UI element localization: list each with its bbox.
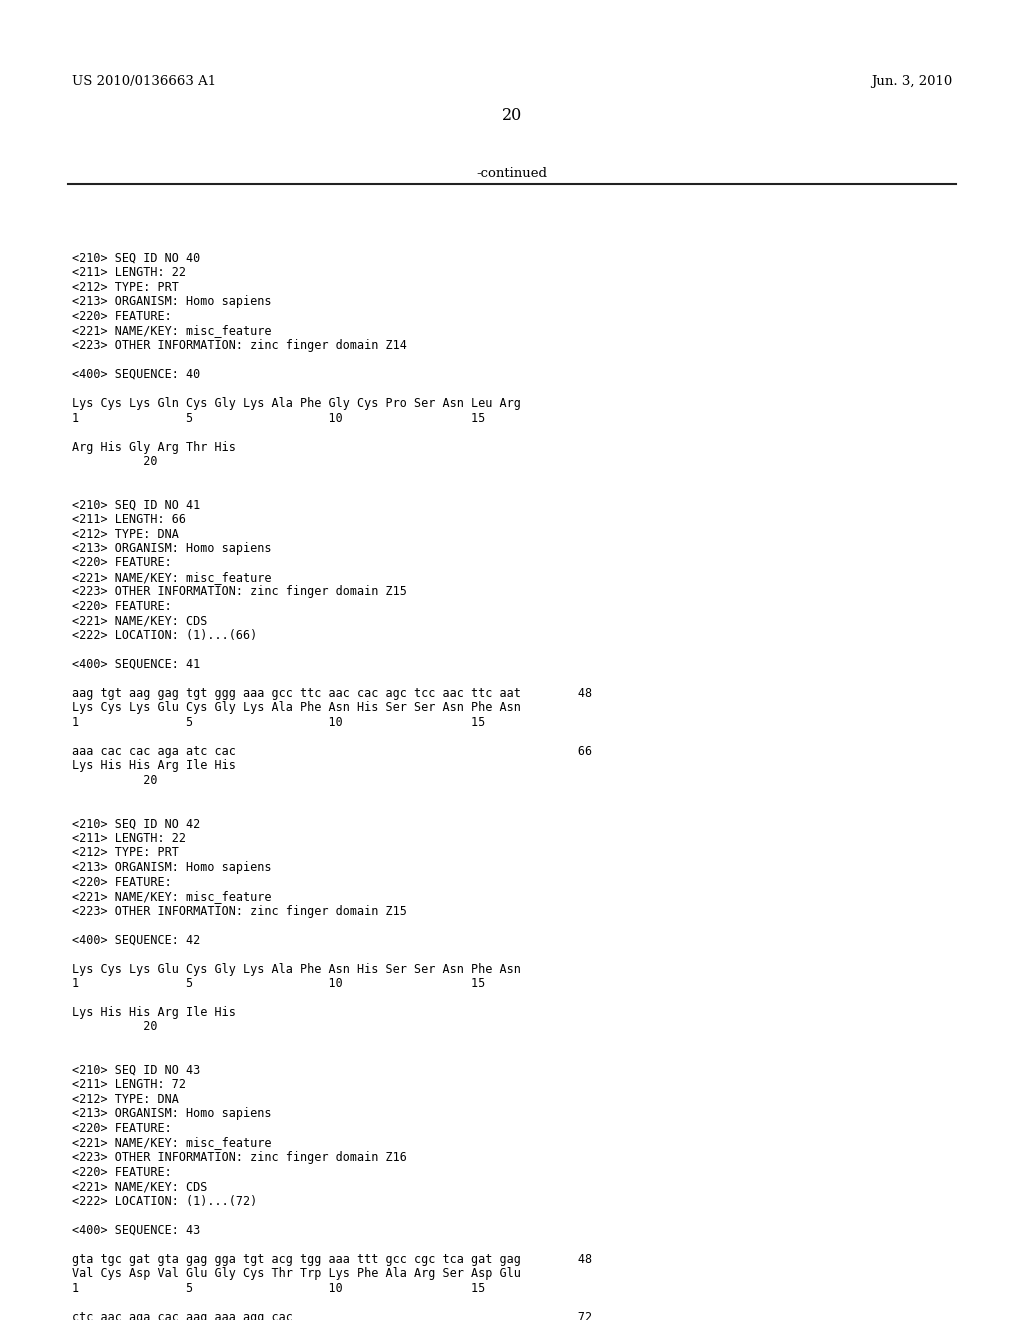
Text: -continued: -continued: [476, 168, 548, 180]
Text: <210> SEQ ID NO 41: <210> SEQ ID NO 41: [72, 499, 201, 511]
Text: <211> LENGTH: 72: <211> LENGTH: 72: [72, 1078, 186, 1092]
Text: 20: 20: [502, 107, 522, 124]
Text: <223> OTHER INFORMATION: zinc finger domain Z15: <223> OTHER INFORMATION: zinc finger dom…: [72, 904, 407, 917]
Text: 20: 20: [72, 774, 158, 787]
Text: <221> NAME/KEY: misc_feature: <221> NAME/KEY: misc_feature: [72, 325, 271, 338]
Text: <220> FEATURE:: <220> FEATURE:: [72, 1166, 172, 1179]
Text: <213> ORGANISM: Homo sapiens: <213> ORGANISM: Homo sapiens: [72, 1107, 271, 1121]
Text: US 2010/0136663 A1: US 2010/0136663 A1: [72, 75, 216, 88]
Text: <221> NAME/KEY: CDS: <221> NAME/KEY: CDS: [72, 615, 208, 627]
Text: <220> FEATURE:: <220> FEATURE:: [72, 310, 172, 323]
Text: <221> NAME/KEY: misc_feature: <221> NAME/KEY: misc_feature: [72, 572, 271, 583]
Text: <212> TYPE: PRT: <212> TYPE: PRT: [72, 846, 179, 859]
Text: <212> TYPE: DNA: <212> TYPE: DNA: [72, 1093, 179, 1106]
Text: Lys His His Arg Ile His: Lys His His Arg Ile His: [72, 1006, 236, 1019]
Text: <211> LENGTH: 66: <211> LENGTH: 66: [72, 513, 186, 525]
Text: aag tgt aag gag tgt ggg aaa gcc ttc aac cac agc tcc aac ttc aat        48: aag tgt aag gag tgt ggg aaa gcc ttc aac …: [72, 686, 592, 700]
Text: <220> FEATURE:: <220> FEATURE:: [72, 1122, 172, 1135]
Text: <400> SEQUENCE: 42: <400> SEQUENCE: 42: [72, 933, 201, 946]
Text: Lys Cys Lys Glu Cys Gly Lys Ala Phe Asn His Ser Ser Asn Phe Asn: Lys Cys Lys Glu Cys Gly Lys Ala Phe Asn …: [72, 701, 521, 714]
Text: <222> LOCATION: (1)...(66): <222> LOCATION: (1)...(66): [72, 630, 257, 642]
Text: <400> SEQUENCE: 41: <400> SEQUENCE: 41: [72, 657, 201, 671]
Text: <210> SEQ ID NO 43: <210> SEQ ID NO 43: [72, 1064, 201, 1077]
Text: 20: 20: [72, 1020, 158, 1034]
Text: <221> NAME/KEY: CDS: <221> NAME/KEY: CDS: [72, 1180, 208, 1193]
Text: 1               5                   10                  15: 1 5 10 15: [72, 412, 485, 425]
Text: aaa cac cac aga atc cac                                                66: aaa cac cac aga atc cac 66: [72, 744, 592, 758]
Text: <221> NAME/KEY: misc_feature: <221> NAME/KEY: misc_feature: [72, 1137, 271, 1150]
Text: Arg His Gly Arg Thr His: Arg His Gly Arg Thr His: [72, 441, 236, 454]
Text: <400> SEQUENCE: 43: <400> SEQUENCE: 43: [72, 1224, 201, 1237]
Text: Lys His His Arg Ile His: Lys His His Arg Ile His: [72, 759, 236, 772]
Text: <223> OTHER INFORMATION: zinc finger domain Z14: <223> OTHER INFORMATION: zinc finger dom…: [72, 339, 407, 352]
Text: <211> LENGTH: 22: <211> LENGTH: 22: [72, 267, 186, 280]
Text: <220> FEATURE:: <220> FEATURE:: [72, 601, 172, 612]
Text: ctc aac aga cac aag aaa agg cac                                        72: ctc aac aga cac aag aaa agg cac 72: [72, 1311, 592, 1320]
Text: <213> ORGANISM: Homo sapiens: <213> ORGANISM: Homo sapiens: [72, 296, 271, 309]
Text: 1               5                   10                  15: 1 5 10 15: [72, 977, 485, 990]
Text: Lys Cys Lys Glu Cys Gly Lys Ala Phe Asn His Ser Ser Asn Phe Asn: Lys Cys Lys Glu Cys Gly Lys Ala Phe Asn …: [72, 962, 521, 975]
Text: <213> ORGANISM: Homo sapiens: <213> ORGANISM: Homo sapiens: [72, 861, 271, 874]
Text: 1               5                   10                  15: 1 5 10 15: [72, 1282, 485, 1295]
Text: <212> TYPE: DNA: <212> TYPE: DNA: [72, 528, 179, 540]
Text: gta tgc gat gta gag gga tgt acg tgg aaa ttt gcc cgc tca gat gag        48: gta tgc gat gta gag gga tgt acg tgg aaa …: [72, 1253, 592, 1266]
Text: <220> FEATURE:: <220> FEATURE:: [72, 875, 172, 888]
Text: <400> SEQUENCE: 40: <400> SEQUENCE: 40: [72, 368, 201, 381]
Text: <222> LOCATION: (1)...(72): <222> LOCATION: (1)...(72): [72, 1195, 257, 1208]
Text: <211> LENGTH: 22: <211> LENGTH: 22: [72, 832, 186, 845]
Text: 1               5                   10                  15: 1 5 10 15: [72, 715, 485, 729]
Text: <212> TYPE: PRT: <212> TYPE: PRT: [72, 281, 179, 294]
Text: Val Cys Asp Val Glu Gly Cys Thr Trp Lys Phe Ala Arg Ser Asp Glu: Val Cys Asp Val Glu Gly Cys Thr Trp Lys …: [72, 1267, 521, 1280]
Text: Lys Cys Lys Gln Cys Gly Lys Ala Phe Gly Cys Pro Ser Asn Leu Arg: Lys Cys Lys Gln Cys Gly Lys Ala Phe Gly …: [72, 397, 521, 411]
Text: <213> ORGANISM: Homo sapiens: <213> ORGANISM: Homo sapiens: [72, 543, 271, 554]
Text: <210> SEQ ID NO 42: <210> SEQ ID NO 42: [72, 817, 201, 830]
Text: Jun. 3, 2010: Jun. 3, 2010: [870, 75, 952, 88]
Text: <223> OTHER INFORMATION: zinc finger domain Z15: <223> OTHER INFORMATION: zinc finger dom…: [72, 586, 407, 598]
Text: <210> SEQ ID NO 40: <210> SEQ ID NO 40: [72, 252, 201, 265]
Text: <220> FEATURE:: <220> FEATURE:: [72, 557, 172, 569]
Text: <221> NAME/KEY: misc_feature: <221> NAME/KEY: misc_feature: [72, 890, 271, 903]
Text: <223> OTHER INFORMATION: zinc finger domain Z16: <223> OTHER INFORMATION: zinc finger dom…: [72, 1151, 407, 1164]
Text: 20: 20: [72, 455, 158, 469]
